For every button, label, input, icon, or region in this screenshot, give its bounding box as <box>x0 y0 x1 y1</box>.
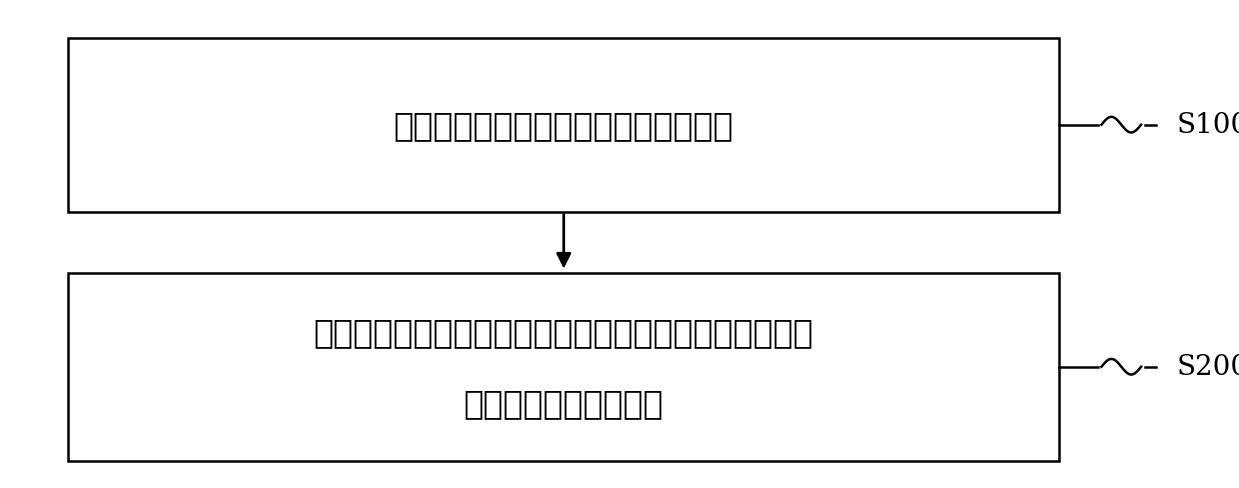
Text: 根据光伏组件的安装参数以及采集到的实时气象信息，计: 根据光伏组件的安装参数以及采集到的实时气象信息，计 <box>313 315 814 348</box>
Text: S200: S200 <box>1177 353 1239 381</box>
Text: 采集光伏组件所在区域的实时气象信息: 采集光伏组件所在区域的实时气象信息 <box>394 109 733 142</box>
FancyBboxPatch shape <box>68 273 1059 461</box>
Text: 算光伏组件的输出特性: 算光伏组件的输出特性 <box>463 386 664 419</box>
Text: S100: S100 <box>1177 112 1239 139</box>
FancyBboxPatch shape <box>68 39 1059 212</box>
